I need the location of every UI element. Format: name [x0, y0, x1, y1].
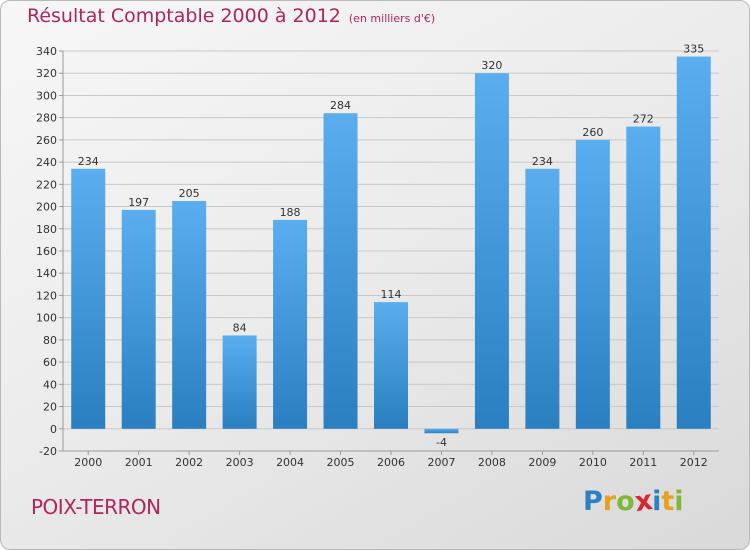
data-label: 234	[532, 155, 553, 168]
data-label: 114	[381, 288, 402, 301]
x-tick-label: 2000	[74, 456, 102, 469]
y-tick-label: 340	[36, 45, 57, 58]
bar	[172, 201, 207, 429]
x-tick-label: 2012	[680, 456, 708, 469]
y-tick-label: 220	[36, 178, 57, 191]
data-label: 335	[683, 43, 704, 56]
bar	[71, 168, 106, 429]
data-label: 284	[330, 99, 351, 112]
x-tick-label: 2006	[377, 456, 405, 469]
y-tick-label: 80	[43, 334, 57, 347]
data-label: 205	[179, 187, 200, 200]
title-text: Résultat Comptable 2000 à 2012	[27, 5, 341, 27]
x-tick-label: 2011	[629, 456, 657, 469]
x-tick-label: 2002	[175, 456, 203, 469]
y-tick-label: 120	[36, 289, 57, 302]
y-tick-label: 40	[43, 378, 57, 391]
y-tick-label: 0	[50, 423, 57, 436]
y-tick-label: 300	[36, 89, 57, 102]
data-label: 197	[128, 196, 149, 209]
y-tick-label: 320	[36, 67, 57, 80]
data-label: 260	[582, 126, 603, 139]
y-tick-label: 240	[36, 156, 57, 169]
bar	[474, 73, 509, 429]
x-tick-label: 2001	[125, 456, 153, 469]
x-tick-label: 2010	[579, 456, 607, 469]
bar	[374, 302, 408, 429]
x-tick-label: 2008	[478, 456, 506, 469]
logo-letter: i	[674, 486, 684, 517]
data-label: 234	[78, 155, 99, 168]
place-name: POIX-TERRON	[31, 495, 161, 519]
bar	[273, 219, 308, 429]
bar	[525, 168, 560, 429]
bar	[575, 139, 610, 429]
y-tick-label: 160	[36, 245, 57, 258]
chart-title: Résultat Comptable 2000 à 2012 (en millie…	[27, 5, 435, 27]
y-tick-label: 60	[43, 356, 57, 369]
brand-logo: Proxiti	[583, 484, 684, 519]
bar	[424, 428, 459, 434]
y-tick-label: 20	[43, 401, 57, 414]
y-tick-label: 140	[36, 267, 57, 280]
y-tick-label: 200	[36, 201, 57, 214]
bar	[121, 209, 156, 429]
x-tick-label: 2004	[276, 456, 304, 469]
bar	[676, 56, 711, 429]
logo-letter: P	[583, 486, 603, 517]
x-tick-label: 2005	[327, 456, 355, 469]
x-tick-label: 2003	[226, 456, 254, 469]
x-tick-label: 2009	[528, 456, 556, 469]
y-tick-label: 260	[36, 134, 57, 147]
data-label: 320	[481, 59, 502, 72]
data-label: 84	[233, 321, 247, 334]
title-unit: (en milliers d'€)	[348, 12, 436, 25]
y-tick-label: 280	[36, 112, 57, 125]
bar	[626, 126, 661, 429]
x-tick-label: 2007	[427, 456, 455, 469]
data-label: 188	[280, 206, 301, 219]
data-label: 272	[633, 113, 654, 126]
logo-letter: t	[661, 486, 675, 517]
y-tick-label: 180	[36, 223, 57, 236]
data-label: -4	[436, 436, 447, 449]
logo-letter: r	[602, 486, 617, 517]
logo-letter: o	[616, 486, 635, 517]
bar	[222, 335, 257, 429]
y-tick-label: -20	[39, 445, 57, 458]
logo-letter: x	[632, 484, 655, 519]
logo-letter: i	[652, 486, 662, 517]
bar	[323, 113, 358, 429]
y-tick-label: 100	[36, 312, 57, 325]
